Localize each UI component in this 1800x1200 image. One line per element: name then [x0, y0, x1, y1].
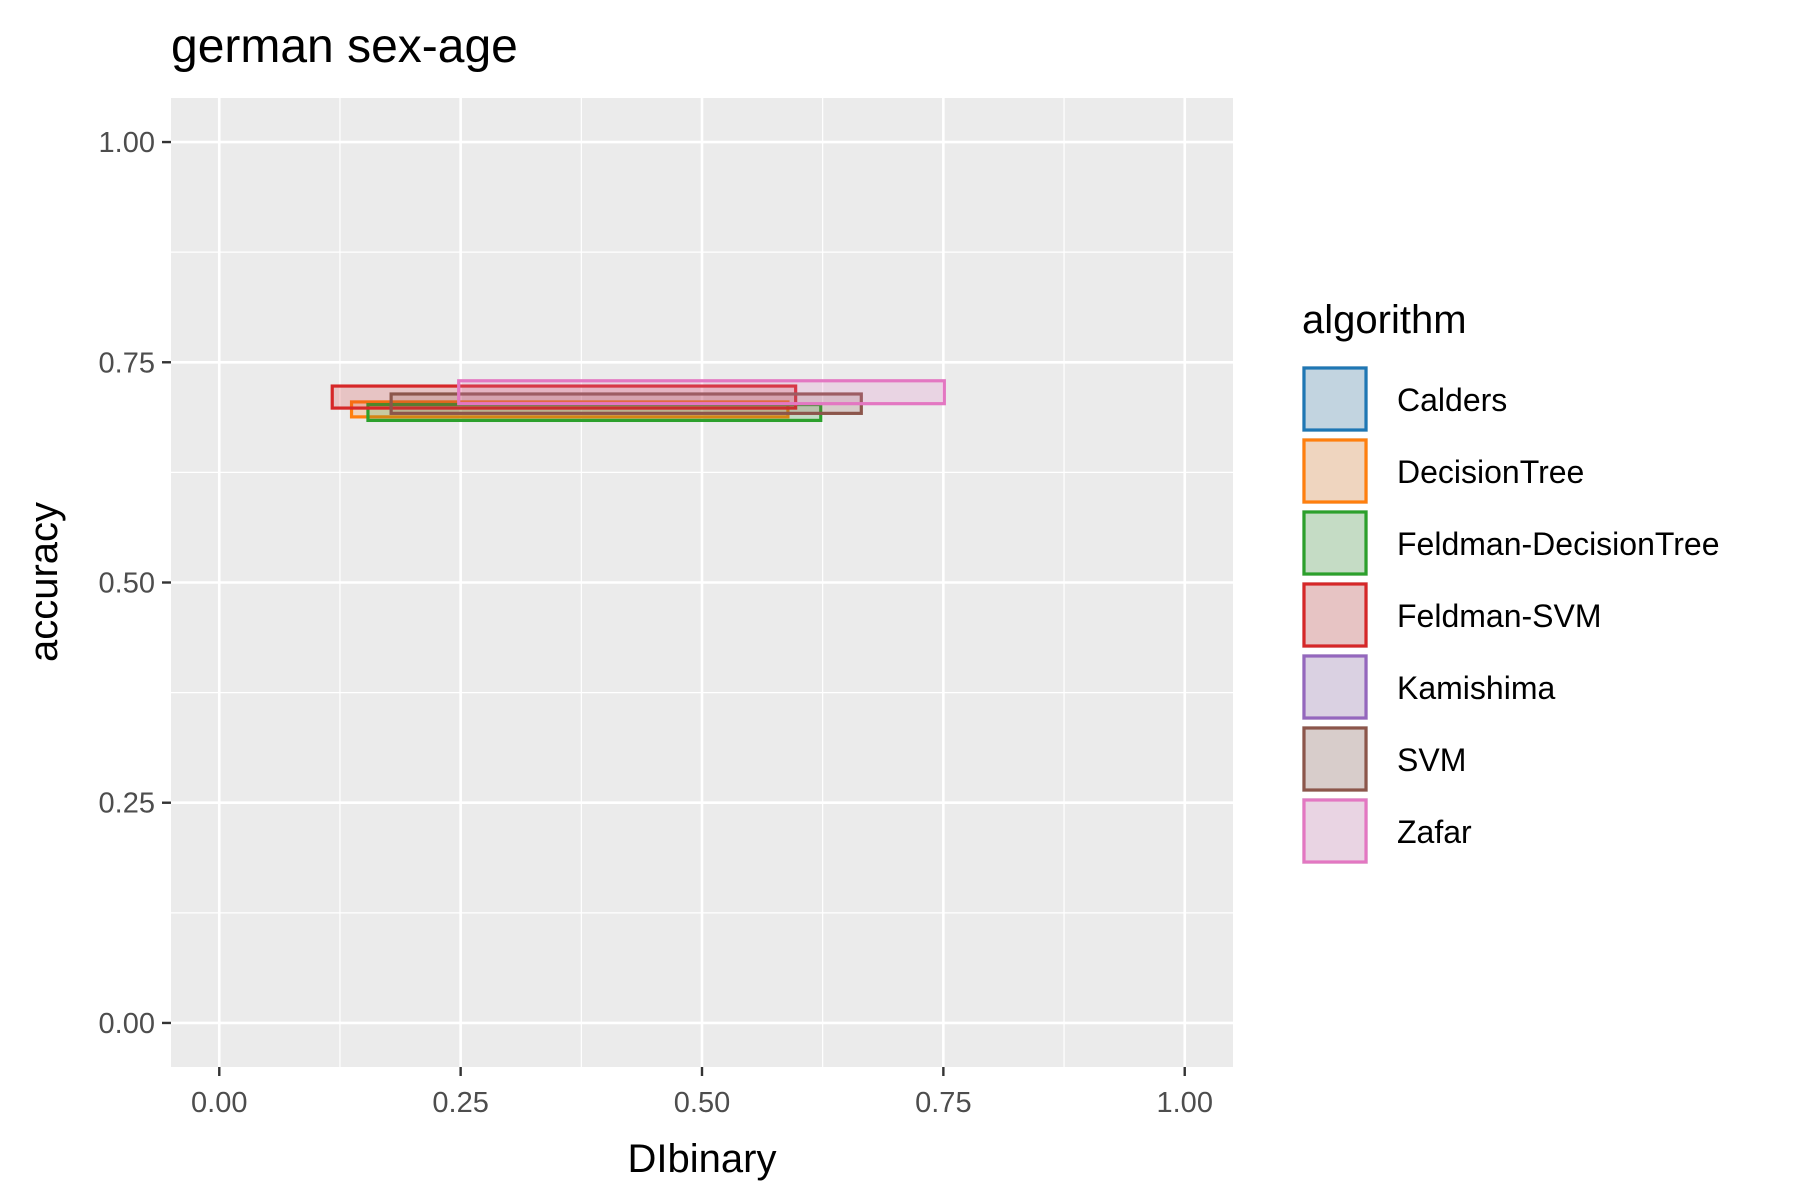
- grid-lines: [171, 98, 1233, 1067]
- legend-title: algorithm: [1302, 298, 1467, 342]
- legend-key-swatch: [1302, 726, 1368, 792]
- legend-key-swatch: [1302, 510, 1368, 576]
- legend-label: Feldman-DecisionTree: [1397, 526, 1719, 562]
- x-tick-label: 1.00: [1157, 1087, 1213, 1119]
- legend: algorithm Calders DecisionTree Feldman-Dec…: [1302, 298, 1719, 864]
- legend-key-swatch: [1302, 654, 1368, 720]
- legend-key-background: [1302, 366, 1368, 432]
- y-tick-label: 0.00: [99, 1008, 155, 1040]
- x-tick-label: 0.00: [191, 1087, 247, 1119]
- x-tick-label: 0.75: [915, 1087, 971, 1119]
- x-tick-label: 0.25: [432, 1087, 488, 1119]
- legend-key-swatch: [1302, 366, 1368, 432]
- legend-label: SVM: [1397, 742, 1466, 778]
- legend-item-kamishima: Kamishima: [1302, 654, 1555, 720]
- y-axis-title: accuracy: [22, 502, 66, 662]
- legend-item-svm: SVM: [1302, 726, 1466, 792]
- legend-key-background: [1302, 726, 1368, 792]
- axis-ticks: 0.00 0.25 0.50 0.75 1.00 0.00 0.25 0.50 0.75 1.00: [99, 127, 1213, 1119]
- legend-key-background: [1302, 438, 1368, 504]
- legend-key-background: [1302, 582, 1368, 648]
- range-rect-zafar: [457, 379, 946, 406]
- y-tick-label: 0.25: [99, 788, 155, 820]
- legend-key-swatch: [1302, 582, 1368, 648]
- legend-label: Kamishima: [1397, 670, 1555, 706]
- legend-key-background: [1302, 798, 1368, 864]
- y-tick-label: 0.75: [99, 347, 155, 379]
- range-rectangles: [330, 379, 946, 423]
- legend-label: Zafar: [1397, 814, 1472, 850]
- legend-key-swatch: [1302, 438, 1368, 504]
- legend-item-calders: Calders: [1302, 366, 1507, 432]
- legend-label: Feldman-SVM: [1397, 598, 1602, 634]
- x-tick-label: 0.50: [674, 1087, 730, 1119]
- legend-item-feldman-svm: Feldman-SVM: [1302, 582, 1602, 648]
- y-tick-label: 1.00: [99, 127, 155, 159]
- legend-key-swatch: [1302, 798, 1368, 864]
- chart-title: german sex-age: [171, 20, 518, 73]
- legend-key-background: [1302, 510, 1368, 576]
- legend-item-decisiontree: DecisionTree: [1302, 438, 1584, 504]
- legend-items: Calders DecisionTree Feldman-DecisionTree F…: [1302, 366, 1719, 864]
- legend-item-zafar: Zafar: [1302, 798, 1472, 864]
- legend-label: Calders: [1397, 382, 1507, 418]
- y-tick-label: 0.50: [99, 568, 155, 600]
- legend-item-feldman-decisiontree: Feldman-DecisionTree: [1302, 510, 1719, 576]
- x-axis-title: DIbinary: [628, 1137, 777, 1181]
- legend-label: DecisionTree: [1397, 454, 1584, 490]
- legend-key-background: [1302, 654, 1368, 720]
